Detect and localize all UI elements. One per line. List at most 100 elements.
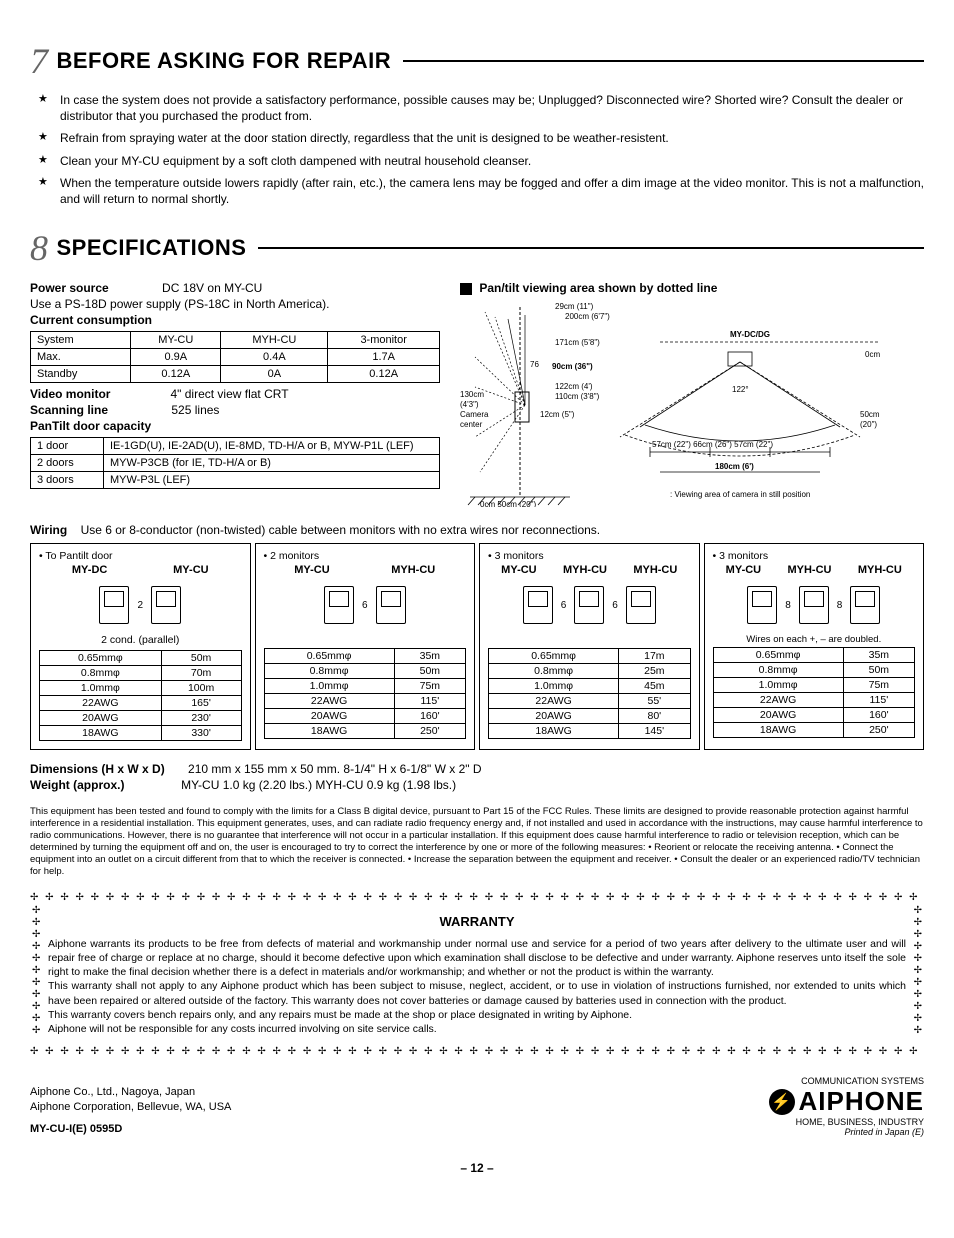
td: 1.0mmφ [264,679,394,694]
td: 0.8mmφ [264,664,394,679]
td: 22AWG [489,694,619,709]
td: 165' [161,696,241,711]
td: 20AWG [713,708,843,723]
warranty-p4: Aiphone will not be responsible for any … [48,1022,906,1036]
box-title: To Pantilt door [45,550,112,562]
lbl: 130cm [460,390,484,399]
td: 250' [843,723,914,738]
td: 1.0mmφ [713,678,843,693]
wire-table: 0.65mmφ17m 0.8mmφ25m 1.0mmφ45m 22AWG55' … [488,648,691,739]
lbl: 122cm (4') [555,382,593,391]
td: 0.9A [131,349,221,366]
video-monitor-value: 4" direct view flat CRT [170,387,288,401]
lbl: 50cm [860,410,880,419]
td: 35m [843,648,914,663]
warranty-box: ✢✢✢✢✢✢✢✢✢✢✢ ✢✢✢✢✢✢✢✢✢✢✢ WARRANTY Aiphone… [30,891,924,1058]
brand-name: AIPHONE [799,1086,924,1117]
td: 1.7A [328,349,440,366]
box-title: 3 monitors [495,550,544,562]
hdr: MYH-CU [858,564,902,576]
pantilt-view-label: Pan/tilt viewing area shown by dotted li… [479,281,717,295]
td: 1.0mmφ [489,679,619,694]
th: MY-CU [131,332,221,349]
company-line-2: Aiphone Corporation, Bellevue, WA, USA [30,1100,231,1115]
scanning-line-value: 525 lines [171,403,219,417]
monitor-icon [574,586,604,624]
td: MYW-P3L (LEF) [104,472,440,489]
hdr: MY-CU [501,564,536,576]
square-bullet-icon [460,283,472,295]
wire-table: 0.65mmφ35m 0.8mmφ50m 1.0mmφ75m 22AWG115'… [713,647,916,738]
lbl: 0cm 50cm (20") [480,500,537,507]
lbl: (20") [860,420,877,429]
lbl: 0cm [865,350,880,359]
section-8-title: SPECIFICATIONS [57,235,247,261]
td: 17m [619,649,690,664]
warranty-p1: Aiphone warrants its products to be free… [48,937,906,980]
wiring-text: Use 6 or 8-conductor (non-twisted) cable… [81,523,601,537]
lbl: MY-DC/DG [730,330,770,339]
hdr: MY-CU [294,564,329,576]
td: 35m [394,649,465,664]
section-7-number: 7 [30,40,49,82]
lbl: 29cm (11") [555,302,594,311]
lbl: 180cm (6') [715,462,754,471]
td: 45m [619,679,690,694]
power-source-label: Power source [30,281,109,295]
td: 50m [843,663,914,678]
td: Standby [31,366,131,383]
td: 70m [161,666,241,681]
monitor-icon [324,586,354,624]
td: 20AWG [264,709,394,724]
td: 75m [843,678,914,693]
pantilt-view-heading: Pan/tilt viewing area shown by dotted li… [460,281,924,295]
dimensions-label: Dimensions (H x W x D) [30,762,165,776]
td: 160' [843,708,914,723]
td: 18AWG [489,724,619,739]
wire-count: 6 [362,600,368,611]
td: 0A [221,366,328,383]
weight-label: Weight (approx.) [30,778,124,792]
td: 0.8mmφ [489,664,619,679]
monitor-icon [99,586,129,624]
monitor-icon [626,586,656,624]
scanning-line-label: Scanning line [30,403,108,417]
brand-tagline-top: COMMUNICATION SYSTEMS [769,1076,924,1086]
lbl: Camera [460,410,489,419]
td: 0.4A [221,349,328,366]
doc-code: MY-CU-I(E) 0595D [30,1122,231,1137]
lbl: : Viewing area of camera in still positi… [670,490,810,499]
td: 0.65mmφ [264,649,394,664]
td: 20AWG [40,711,162,726]
td: 115' [843,693,914,708]
td: 0.8mmφ [40,666,162,681]
lbl: 122° [732,385,749,394]
monitor-icon [151,586,181,624]
td: 145' [619,724,690,739]
td: 22AWG [40,696,162,711]
td: Max. [31,349,131,366]
lbl: 200cm (6'7") [565,312,610,321]
list-item: Clean your MY-CU equipment by a soft clo… [60,153,924,169]
monitor-icon [850,586,880,624]
lbl: 76 [530,360,539,369]
hdr: MY-CU [173,564,208,576]
viewing-area-diagram: 29cm (11") 200cm (6'7") 171cm (5'8") 90c… [460,297,924,517]
lbl: 171cm (5'8") [555,338,600,347]
lbl: 90cm (36") [552,362,593,371]
dimensions-value: 210 mm x 155 mm x 50 mm. 8-1/4" H x 6-1/… [188,762,482,776]
wire-count: 2 [137,600,143,611]
box-title: 2 monitors [270,550,319,562]
section-7-title: BEFORE ASKING FOR REPAIR [57,48,392,74]
td: 2 doors [31,455,104,472]
td: 0.65mmφ [40,651,162,666]
td: 1 door [31,438,104,455]
hdr: MYH-CU [391,564,435,576]
td: 20AWG [489,709,619,724]
td: 80' [619,709,690,724]
warranty-p2: This warranty shall not apply to any Aip… [48,979,906,1007]
lbl: (4'3") [460,400,479,409]
lbl: 57cm (22") 66cm (26") 57cm (22") [652,440,773,449]
hdr: MYH-CU [633,564,677,576]
td: 22AWG [713,693,843,708]
